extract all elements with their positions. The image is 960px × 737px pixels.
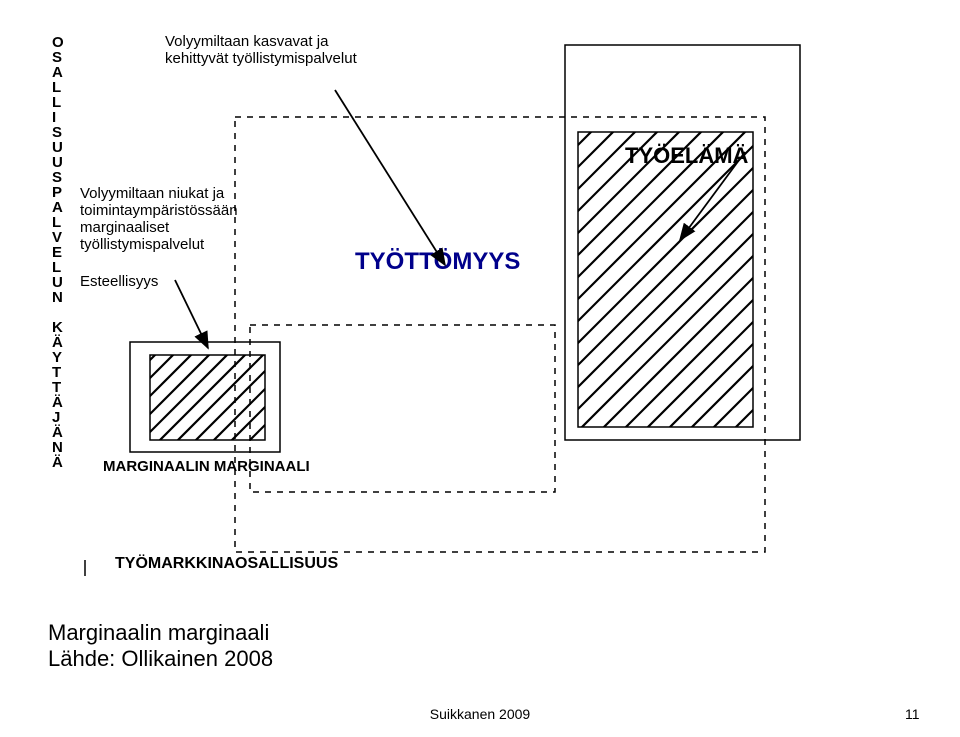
- hatch-small: [65, 70, 350, 737]
- diagram-stage: O S A L L I S U U S P A L V E L U N K Ä …: [0, 0, 960, 737]
- hatch-right: [283, 0, 960, 737]
- svg-layer: [0, 0, 960, 737]
- arrow-left: [175, 280, 208, 348]
- inner-dashed-rect: [250, 325, 555, 492]
- outer-dashed-rect: [235, 117, 765, 552]
